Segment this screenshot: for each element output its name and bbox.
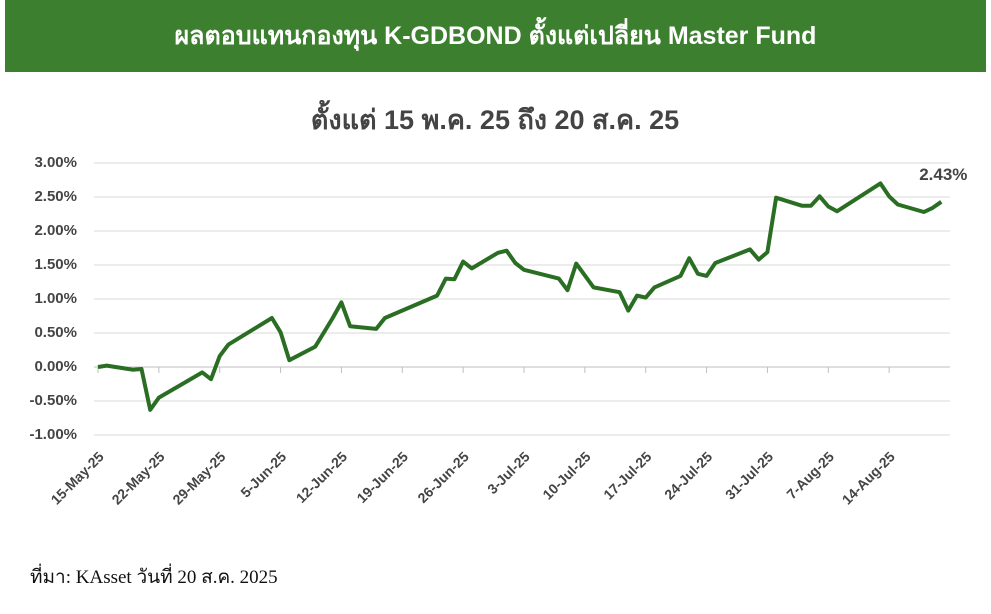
y-tick-label: 0.00% xyxy=(34,358,77,375)
y-tick-label: -1.00% xyxy=(29,426,77,443)
x-tick-label: 3-Jul-25 xyxy=(484,448,533,497)
header-title: ผลตอบแทนกองทุน K-GDBOND ตั้งแต่เปลี่ยน M… xyxy=(5,0,986,72)
x-tick-label: 10-Jul-25 xyxy=(539,448,593,502)
series-line xyxy=(97,181,943,412)
x-tick-label: 29-May-25 xyxy=(169,448,228,507)
x-tick-label: 22-May-25 xyxy=(108,448,167,507)
chart: ตั้งแต่ 15 พ.ค. 25 ถึง 20 ส.ค. 25 -1.00%… xyxy=(29,99,967,507)
y-tick-label: 0.50% xyxy=(34,324,77,341)
x-tick-label: 14-Aug-25 xyxy=(839,448,898,507)
x-tick-label: 12-Jun-25 xyxy=(293,448,351,506)
x-tick-label: 19-Jun-25 xyxy=(353,448,411,506)
y-tick-label: 1.00% xyxy=(34,290,77,307)
source-note: ที่มา: KAsset วันที่ 20 ส.ค. 2025 xyxy=(30,567,278,588)
data-label: 2.43% xyxy=(919,165,967,184)
x-tick-label: 26-Jun-25 xyxy=(414,448,472,506)
x-tick-label: 7-Aug-25 xyxy=(783,448,837,502)
y-tick-label: 2.50% xyxy=(34,188,77,205)
x-tick-label: 24-Jul-25 xyxy=(661,448,715,502)
chart-title: ตั้งแต่ 15 พ.ค. 25 ถึง 20 ส.ค. 25 xyxy=(311,99,679,135)
x-tick-label: 5-Jun-25 xyxy=(237,448,289,500)
x-tick-label: 15-May-25 xyxy=(48,448,107,507)
y-tick-label: -0.50% xyxy=(29,392,77,409)
x-tick-label: 31-Jul-25 xyxy=(722,448,776,502)
y-tick-label: 1.50% xyxy=(34,256,77,273)
x-tick-label: 17-Jul-25 xyxy=(600,448,654,502)
y-tick-label: 3.00% xyxy=(34,154,77,171)
y-tick-label: 2.00% xyxy=(34,222,77,239)
